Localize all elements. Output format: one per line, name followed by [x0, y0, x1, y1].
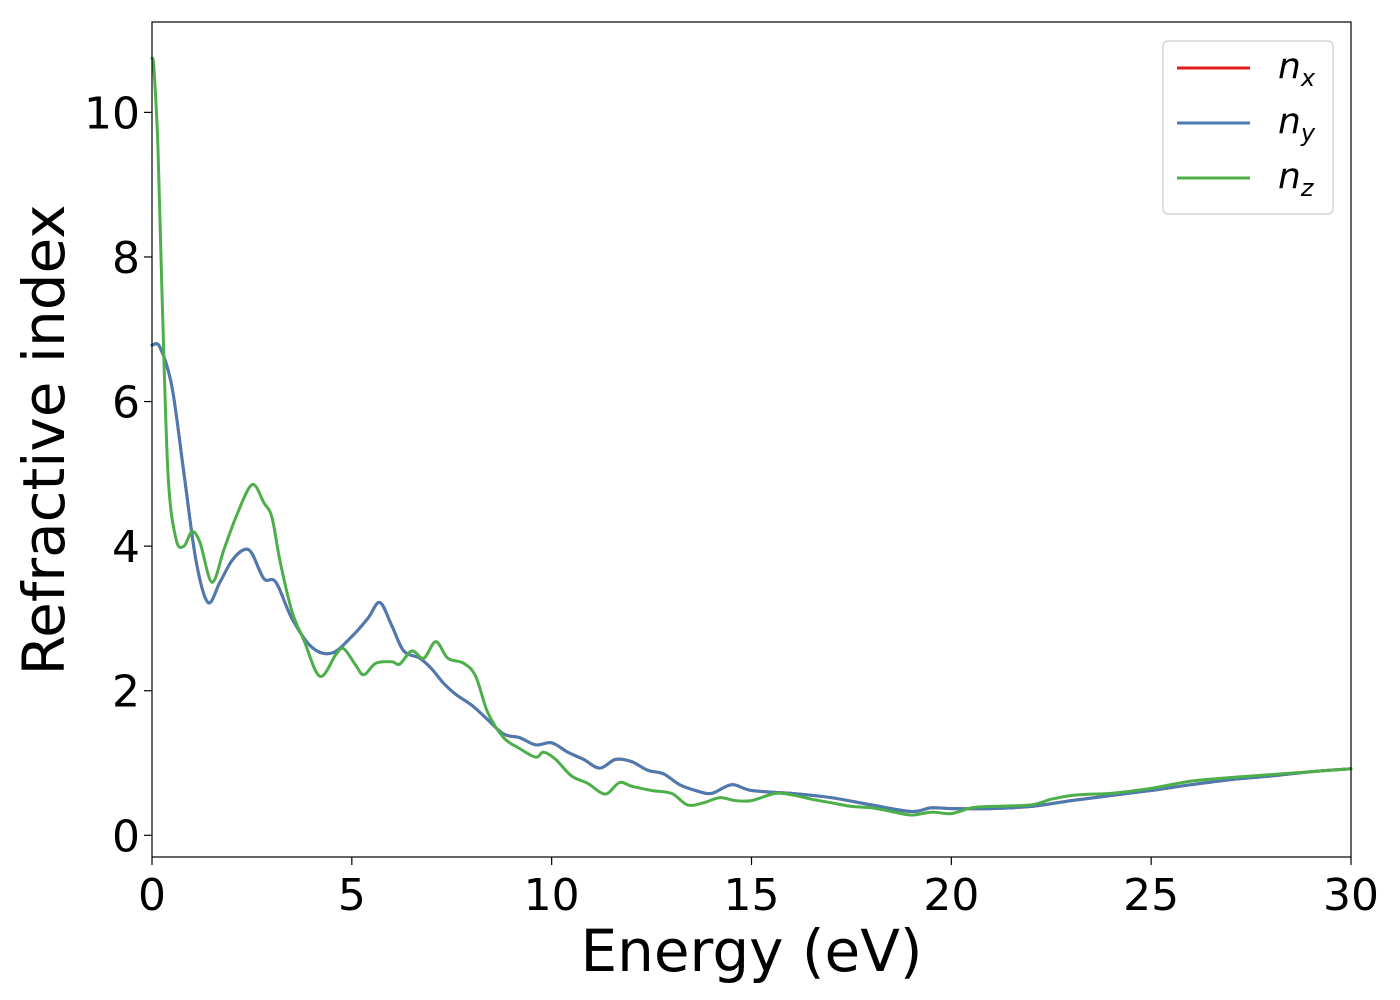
y-tick-label: 0: [112, 811, 140, 862]
x-axis-title: Energy (eV): [580, 917, 922, 985]
x-tick-label: 5: [338, 870, 366, 921]
y-axis: 0 2 4 6 8 10: [84, 88, 152, 862]
x-tick-label: 10: [524, 870, 580, 921]
x-tick-label: 15: [724, 870, 780, 921]
series-layer: [150, 56, 1353, 817]
y-axis-title: Refractive index: [10, 204, 78, 675]
legend-box: [1162, 40, 1334, 215]
series-line-n-z: [150, 56, 1353, 817]
x-axis: 0 5 10 15 20 25 30: [138, 857, 1379, 921]
y-tick-label: 6: [112, 378, 140, 429]
y-tick-label: 2: [112, 667, 140, 718]
y-tick-label: 4: [112, 522, 140, 573]
x-tick-label: 30: [1323, 870, 1379, 921]
y-tick-label: 10: [84, 88, 140, 139]
y-tick-label: 8: [112, 233, 140, 284]
x-tick-label: 0: [138, 870, 166, 921]
x-tick-label: 20: [923, 870, 979, 921]
x-tick-label: 25: [1123, 870, 1179, 921]
